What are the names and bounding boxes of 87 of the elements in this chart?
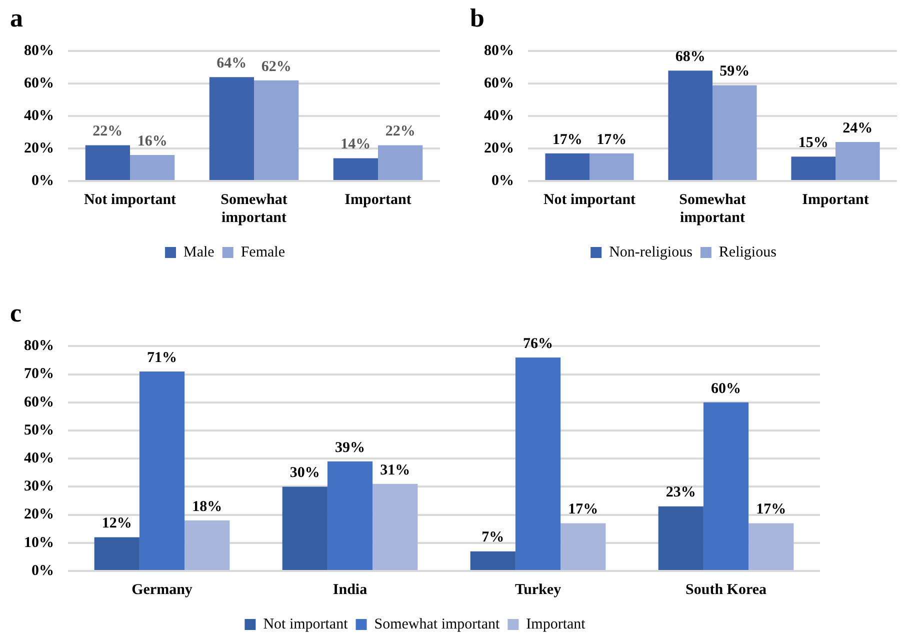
bar bbox=[254, 80, 299, 180]
data-label: 17% bbox=[596, 132, 627, 148]
legend-label: Male bbox=[184, 244, 215, 260]
x-tick-label: Important bbox=[802, 192, 869, 208]
data-label: 30% bbox=[290, 465, 320, 482]
chart-title: a bbox=[10, 3, 23, 32]
y-tick-label: 40% bbox=[484, 108, 514, 124]
data-label: 18% bbox=[192, 498, 222, 515]
bar bbox=[703, 402, 749, 570]
legend-label: Non-religious bbox=[609, 244, 693, 260]
bar bbox=[184, 520, 230, 570]
legend-label: Not important bbox=[263, 616, 349, 632]
data-label: 12% bbox=[102, 516, 132, 532]
data-label: 24% bbox=[842, 120, 873, 136]
bar bbox=[668, 70, 712, 180]
y-tick-label: 0% bbox=[32, 172, 54, 189]
data-label: 31% bbox=[380, 462, 410, 478]
data-label: 17% bbox=[756, 502, 786, 518]
x-tick-label: Not important bbox=[543, 192, 636, 208]
legend-label: Female bbox=[240, 244, 286, 260]
bar bbox=[378, 145, 423, 180]
data-label: 17% bbox=[568, 502, 598, 518]
bar bbox=[327, 461, 373, 570]
data-label: 71% bbox=[147, 350, 177, 366]
y-tick-label: 20% bbox=[24, 140, 54, 156]
y-tick-label: 0% bbox=[492, 172, 514, 189]
y-tick-label: 80% bbox=[484, 43, 514, 60]
bar bbox=[209, 77, 254, 180]
x-tick-label: Important bbox=[344, 192, 412, 208]
bar bbox=[545, 153, 590, 180]
data-label: 68% bbox=[675, 49, 706, 66]
data-label: 76% bbox=[523, 336, 553, 352]
bar bbox=[836, 142, 880, 180]
x-tick-label: South Korea bbox=[686, 582, 767, 598]
bar bbox=[791, 156, 836, 180]
y-tick-label: 50% bbox=[24, 422, 54, 438]
data-label: 16% bbox=[137, 133, 168, 150]
y-tick-label: 60% bbox=[484, 76, 514, 92]
data-label: 60% bbox=[711, 380, 741, 397]
bar bbox=[94, 537, 140, 570]
x-tick-label: Somewhat important bbox=[679, 192, 746, 226]
y-tick-label: 20% bbox=[484, 140, 514, 156]
bar bbox=[712, 85, 757, 180]
bar bbox=[590, 153, 634, 180]
x-tick-label: India bbox=[332, 582, 368, 598]
data-label: 39% bbox=[335, 440, 365, 456]
data-label: 59% bbox=[720, 64, 750, 80]
bar bbox=[560, 523, 606, 570]
bar bbox=[372, 484, 418, 570]
y-tick-label: 40% bbox=[24, 108, 54, 124]
y-tick-label: 80% bbox=[24, 338, 54, 354]
y-tick-label: 70% bbox=[24, 366, 54, 382]
data-label: 14% bbox=[340, 136, 371, 153]
bar bbox=[139, 371, 185, 570]
bar bbox=[85, 145, 130, 180]
data-label: 62% bbox=[261, 58, 292, 75]
bar bbox=[333, 158, 378, 180]
y-tick-label: 30% bbox=[24, 478, 54, 495]
data-label: 23% bbox=[666, 484, 696, 501]
x-tick-label: Somewhat important bbox=[220, 192, 288, 226]
y-tick-label: 60% bbox=[24, 76, 54, 92]
bar bbox=[515, 357, 561, 570]
y-tick-label: 60% bbox=[24, 394, 54, 410]
data-label: 64% bbox=[216, 56, 247, 72]
legend-label: Important bbox=[526, 616, 586, 632]
data-label: 22% bbox=[385, 124, 416, 140]
y-tick-label: 40% bbox=[24, 450, 54, 466]
x-tick-label: Germany bbox=[132, 582, 193, 598]
data-label: 15% bbox=[798, 135, 828, 152]
data-label: 22% bbox=[92, 124, 123, 140]
chart-title: c bbox=[10, 298, 22, 328]
bar bbox=[130, 155, 175, 180]
legend-label: Somewhat important bbox=[374, 616, 500, 632]
bar bbox=[282, 486, 328, 570]
data-label: 17% bbox=[552, 132, 582, 148]
y-tick-label: 10% bbox=[24, 534, 54, 551]
legend-label: Religious bbox=[718, 244, 777, 260]
chart-title: b bbox=[470, 3, 484, 32]
data-label: 7% bbox=[482, 530, 504, 546]
y-tick-label: 20% bbox=[24, 506, 54, 523]
bar bbox=[470, 551, 516, 570]
y-tick-label: 80% bbox=[24, 43, 54, 60]
x-tick-label: Not important bbox=[84, 192, 176, 208]
y-tick-label: 0% bbox=[32, 562, 54, 579]
bar bbox=[748, 523, 794, 570]
x-tick-label: Turkey bbox=[514, 582, 562, 598]
bar bbox=[658, 506, 704, 570]
